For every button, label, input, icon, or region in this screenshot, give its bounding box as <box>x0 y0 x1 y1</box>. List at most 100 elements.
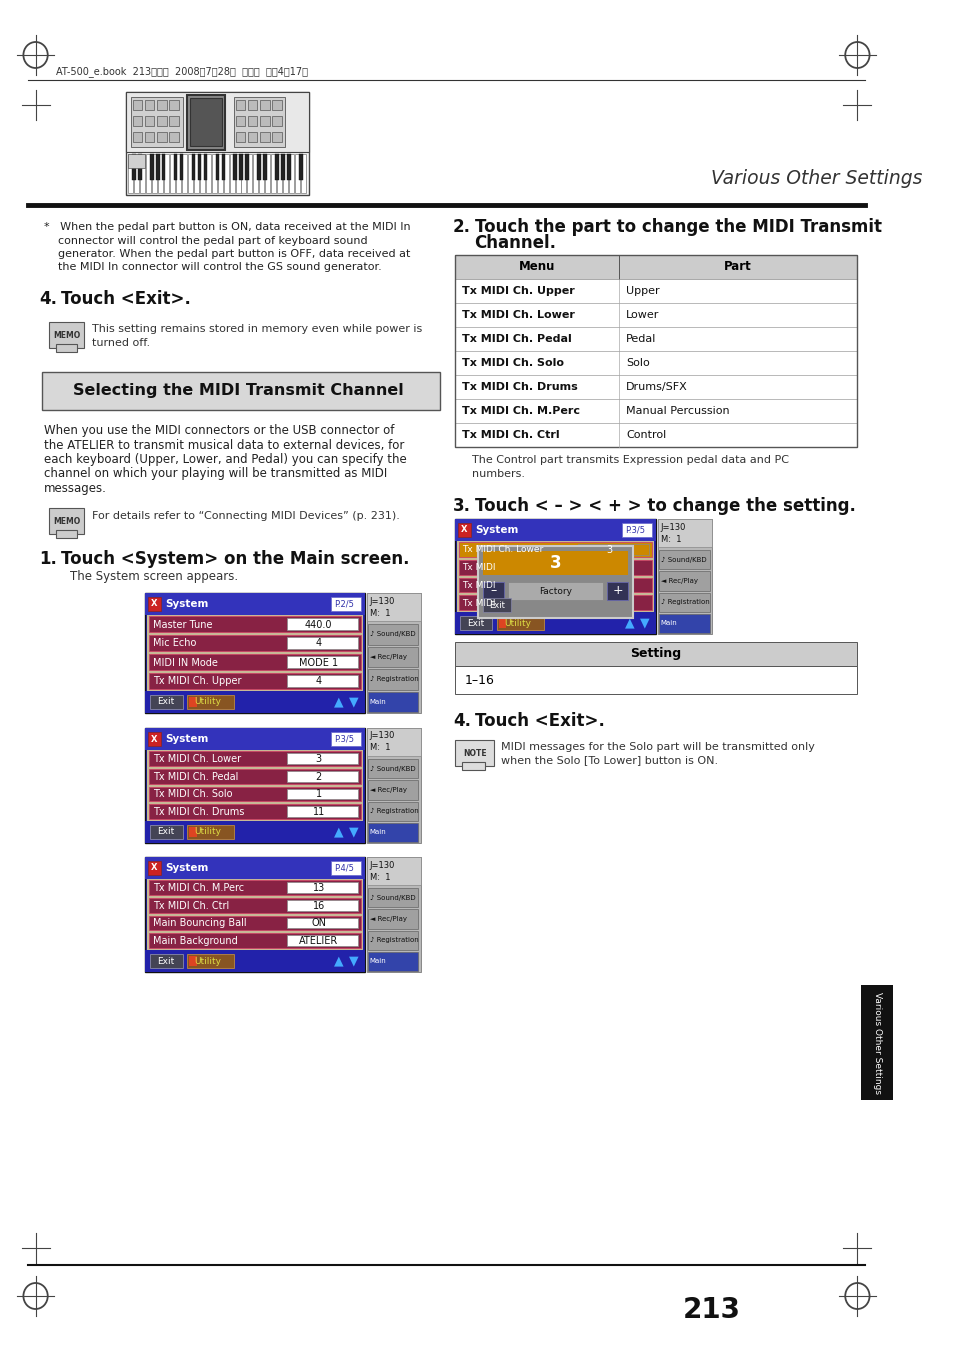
Bar <box>458 577 652 592</box>
Text: Tx MIDI Ch. M.Perc: Tx MIDI Ch. M.Perc <box>152 882 243 893</box>
Text: Tx MIDI Ch. Solo: Tx MIDI Ch. Solo <box>462 358 564 367</box>
Bar <box>138 154 141 180</box>
Text: messages.: messages. <box>44 482 107 494</box>
Text: ◄ Rec/Play: ◄ Rec/Play <box>660 578 697 584</box>
Bar <box>455 423 857 447</box>
Bar <box>187 95 224 150</box>
Bar <box>157 132 167 142</box>
Text: MODE 1: MODE 1 <box>299 658 338 667</box>
Text: Tx MIDI Ch. Ctrl: Tx MIDI Ch. Ctrl <box>462 430 559 440</box>
Bar <box>128 154 133 193</box>
Text: 4: 4 <box>315 677 321 686</box>
Bar <box>150 954 182 969</box>
Bar <box>49 322 84 349</box>
Bar <box>241 154 246 193</box>
Bar <box>190 99 222 146</box>
Bar <box>128 154 145 168</box>
Bar <box>217 154 222 193</box>
Bar <box>331 861 361 875</box>
Text: Master Tune: Master Tune <box>152 620 212 630</box>
Bar <box>294 154 300 193</box>
Text: ATELIER: ATELIER <box>299 936 338 946</box>
Text: System: System <box>166 598 209 609</box>
Bar <box>132 132 142 142</box>
Bar <box>235 132 245 142</box>
Bar <box>659 550 709 569</box>
Bar <box>367 728 421 843</box>
Bar <box>170 154 174 193</box>
Text: *   When the pedal part button is ON, data received at the MIDI In: * When the pedal part button is ON, data… <box>44 222 410 232</box>
Text: 3: 3 <box>549 554 560 571</box>
Bar <box>287 771 357 781</box>
Text: the MIDI In connector will control the GS sound generator.: the MIDI In connector will control the G… <box>44 262 381 273</box>
Text: System: System <box>166 863 209 873</box>
Bar <box>223 154 229 193</box>
Text: each keyboard (Upper, Lower, and Pedal) you can specify the: each keyboard (Upper, Lower, and Pedal) … <box>44 453 406 466</box>
Text: ◄ Rec/Play: ◄ Rec/Play <box>370 654 406 659</box>
Text: J=130: J=130 <box>370 597 395 605</box>
Text: For details refer to “Connecting MIDI Devices” (p. 231).: For details refer to “Connecting MIDI De… <box>91 511 399 521</box>
Bar <box>659 571 709 590</box>
Bar <box>215 154 219 180</box>
Bar <box>134 154 139 193</box>
Bar <box>146 154 151 193</box>
Text: Exit: Exit <box>466 619 483 627</box>
Text: Selecting the MIDI Transmit Channel: Selecting the MIDI Transmit Channel <box>72 384 403 399</box>
Bar <box>145 593 365 615</box>
Bar <box>287 807 357 817</box>
Bar <box>257 154 260 180</box>
Bar <box>659 613 709 634</box>
Bar <box>164 154 169 193</box>
Text: M:  1: M: 1 <box>370 873 390 881</box>
Text: Exit: Exit <box>157 697 174 707</box>
Bar <box>455 255 857 447</box>
Bar <box>126 92 309 195</box>
Bar <box>179 154 183 180</box>
Bar <box>175 154 181 193</box>
Bar <box>287 935 357 946</box>
Bar <box>149 898 361 912</box>
Text: P.3/5: P.3/5 <box>625 526 645 535</box>
Text: Touch <System> on the Main screen.: Touch <System> on the Main screen. <box>61 550 409 567</box>
Text: P.4/5: P.4/5 <box>335 863 354 873</box>
Text: X: X <box>460 526 467 535</box>
Bar <box>248 116 257 126</box>
Text: ♪ Sound/KBD: ♪ Sound/KBD <box>660 557 706 562</box>
Bar <box>149 616 361 632</box>
Text: ♪ Registration: ♪ Registration <box>660 598 709 605</box>
Bar <box>287 657 357 667</box>
Bar <box>189 957 196 966</box>
Text: Exit: Exit <box>489 600 504 609</box>
Bar <box>260 116 270 126</box>
Text: ♪ Sound/KBD: ♪ Sound/KBD <box>370 894 415 901</box>
Bar <box>145 593 365 713</box>
Text: Tx MIDI: Tx MIDI <box>462 563 496 571</box>
Bar <box>170 116 178 126</box>
Bar <box>367 857 421 971</box>
Bar <box>173 154 177 180</box>
Bar <box>367 593 421 713</box>
Text: AT-500_e.book  213ページ  2008年7月28日  月曜日  午後4時17分: AT-500_e.book 213ページ 2008年7月28日 月曜日 午後4時… <box>56 66 308 77</box>
Text: ▼: ▼ <box>349 825 358 839</box>
Bar <box>455 351 857 376</box>
Bar <box>157 100 167 109</box>
Text: connector will control the pedal part of keyboard sound: connector will control the pedal part of… <box>44 235 367 246</box>
Text: Exit: Exit <box>157 957 174 966</box>
Bar <box>170 100 178 109</box>
Text: Tx MIDI Ch. Drums: Tx MIDI Ch. Drums <box>152 807 244 817</box>
Bar <box>42 372 439 409</box>
Text: Part: Part <box>723 261 751 273</box>
Bar <box>508 582 602 600</box>
Text: Touch <Exit>.: Touch <Exit>. <box>61 290 191 308</box>
Bar <box>368 951 418 971</box>
Bar <box>482 551 627 576</box>
Bar <box>131 97 182 147</box>
Bar <box>331 732 361 746</box>
Text: Utility: Utility <box>194 957 221 966</box>
Bar <box>287 638 357 648</box>
Bar <box>126 92 309 153</box>
Bar <box>368 624 418 644</box>
Bar <box>273 100 281 109</box>
Bar <box>482 582 503 600</box>
Bar <box>455 255 857 280</box>
